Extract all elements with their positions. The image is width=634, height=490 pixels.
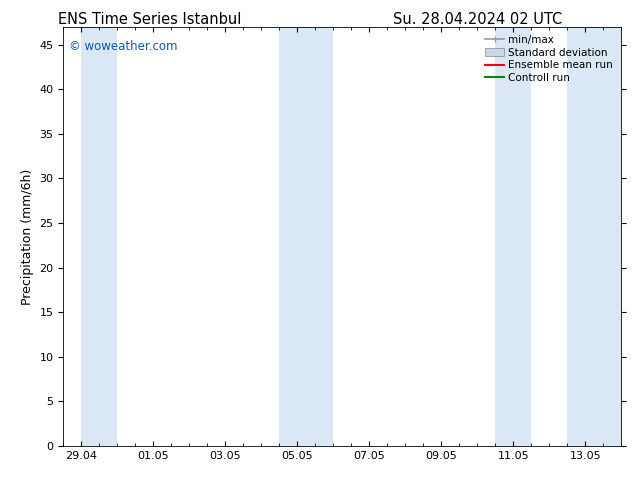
Bar xyxy=(280,27,333,446)
Text: ENS Time Series Istanbul: ENS Time Series Istanbul xyxy=(58,12,241,27)
Y-axis label: Precipitation (mm/6h): Precipitation (mm/6h) xyxy=(21,168,34,305)
Text: © woweather.com: © woweather.com xyxy=(69,40,178,52)
Bar xyxy=(567,27,621,446)
Bar xyxy=(81,27,117,446)
Text: Su. 28.04.2024 02 UTC: Su. 28.04.2024 02 UTC xyxy=(393,12,562,27)
Bar xyxy=(495,27,531,446)
Legend: min/max, Standard deviation, Ensemble mean run, Controll run: min/max, Standard deviation, Ensemble me… xyxy=(482,32,616,86)
